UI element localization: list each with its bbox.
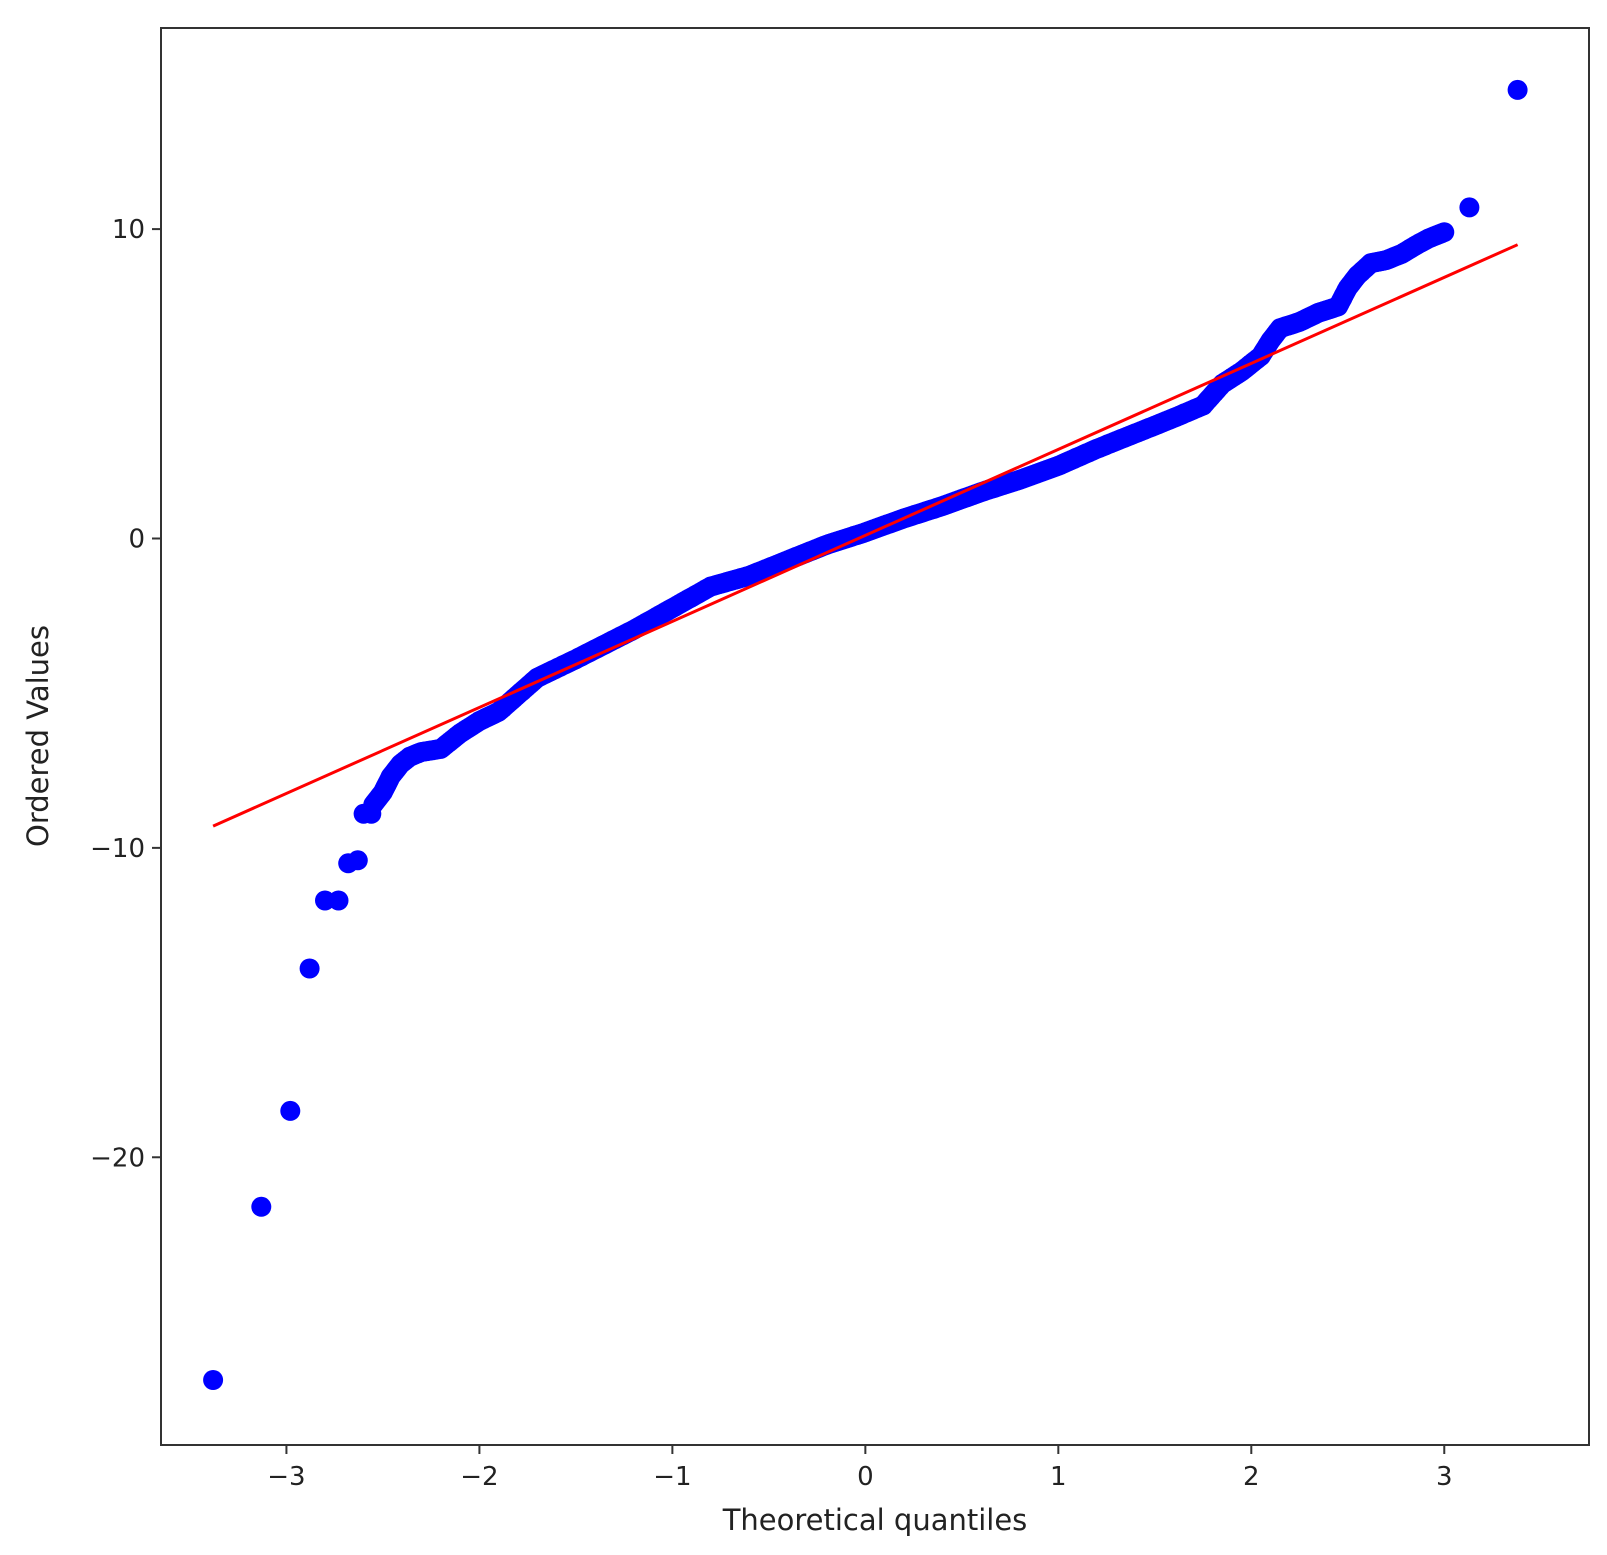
y-tick-label: −20 — [90, 1143, 145, 1173]
plot-frame — [160, 27, 1590, 1446]
y-tick-label: 0 — [128, 524, 145, 554]
fit-line-layer — [212, 243, 1519, 828]
y-axis-label: Ordered Values — [21, 625, 55, 847]
fit-line — [212, 243, 1519, 828]
x-tick-label: −3 — [267, 1462, 305, 1492]
data-point-outlier — [1507, 79, 1528, 100]
x-tick-label: 1 — [1050, 1462, 1067, 1492]
data-point-outlier — [361, 803, 382, 824]
data-point-outlier — [203, 1370, 224, 1390]
data-point-outlier — [347, 850, 368, 871]
data-point-outlier — [299, 958, 320, 979]
x-tick-label: −1 — [653, 1462, 691, 1492]
y-tick-label: −10 — [90, 834, 145, 864]
x-tick-label: 2 — [1243, 1462, 1260, 1492]
x-tick-label: −2 — [460, 1462, 498, 1492]
x-axis-label: Theoretical quantiles — [722, 1503, 1028, 1537]
data-point — [1434, 222, 1455, 243]
x-tick-label: 3 — [1436, 1462, 1453, 1492]
data-point-outlier — [1459, 197, 1480, 218]
x-tick-label: 0 — [857, 1462, 874, 1492]
data-point-outlier — [251, 1196, 272, 1217]
y-tick-label: 10 — [112, 215, 145, 245]
data-point-outlier — [280, 1100, 301, 1121]
data-point-outlier — [328, 890, 349, 911]
